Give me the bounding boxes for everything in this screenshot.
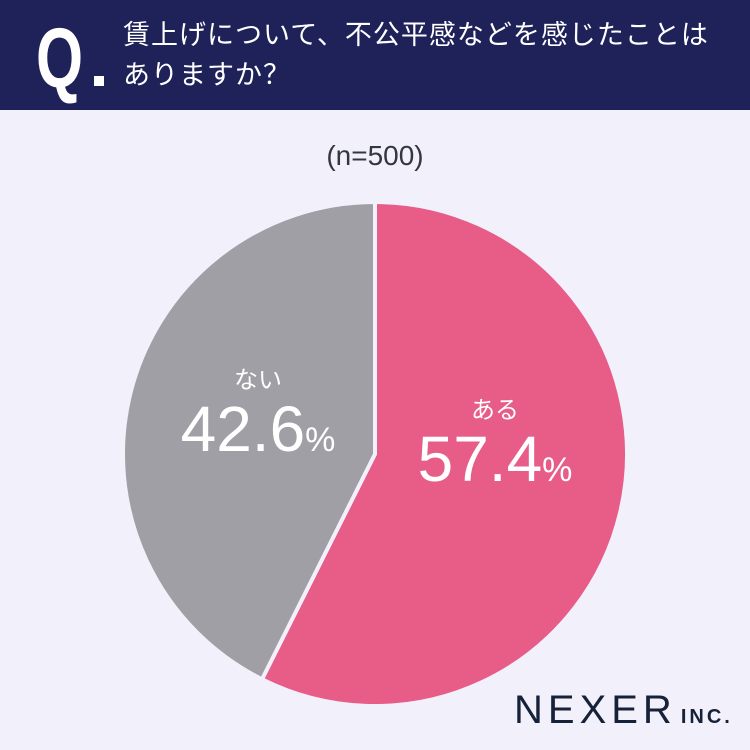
- slice-category: ない: [234, 366, 282, 394]
- nexer-logo: NEXER INC.: [514, 690, 733, 737]
- logo-suffix: INC.: [680, 706, 733, 728]
- question-header: Q 賃上げについて、不公平感などを感じたことはありますか？: [0, 0, 750, 110]
- slice-value: 57.4: [417, 423, 543, 495]
- slice-percent-sign: %: [542, 451, 573, 489]
- slice-category: ある: [471, 396, 519, 424]
- slice-value: 42.6: [180, 393, 306, 465]
- sample-size: (n=500): [326, 140, 424, 171]
- slice-label-yes: ある 57.4%: [405, 396, 585, 494]
- slice-label-no: ない 42.6%: [158, 366, 358, 464]
- q-mark: Q: [36, 11, 84, 105]
- slice-percent-sign: %: [305, 421, 336, 459]
- q-dot: [94, 76, 104, 86]
- pie-slice-yes: [260, 200, 629, 708]
- logo-name: NEXER: [514, 688, 677, 732]
- pie-slice-no: [121, 200, 377, 682]
- question-text: 賃上げについて、不公平感などを感じたことはありますか？: [123, 20, 709, 91]
